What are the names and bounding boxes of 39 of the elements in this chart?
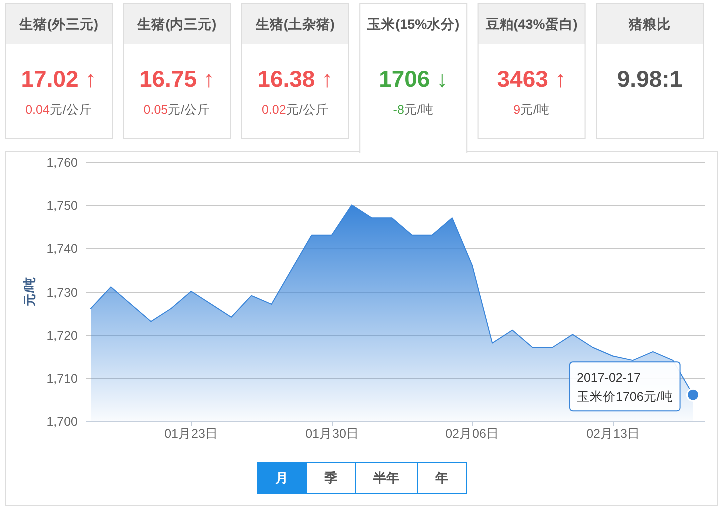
text: 生猪(土杂猪) (254, 17, 335, 32)
y-tick-label: 1,740 (46, 242, 78, 256)
text: 9 (514, 103, 521, 117)
text: 元/吨 (520, 103, 550, 117)
text: 生猪(内三元) (136, 17, 217, 32)
y-tick-label: 1,700 (46, 415, 78, 429)
text: 玉米(15%水分) (366, 17, 460, 32)
y-axis-title: 元/吨 (23, 276, 37, 308)
text: 元/公斤 (286, 103, 329, 117)
text: 0.05 (144, 103, 168, 117)
text: 生猪(外三元) (18, 17, 98, 32)
x-tick-label: 01月23日 (164, 427, 218, 441)
label: 半年 (374, 470, 400, 486)
text: 9.98:1 (617, 66, 683, 92)
y-tick-label: 1,720 (46, 329, 78, 343)
label: 年 (436, 470, 448, 486)
x-tick-label: 02月13日 (586, 427, 640, 441)
text: -8 (393, 103, 404, 117)
y-tick-label: 1,730 (46, 286, 78, 300)
text: 16.75 ↑ (139, 66, 215, 92)
text: 17.02 ↑ (21, 66, 97, 92)
label: 月 (276, 470, 288, 486)
y-tick-label: 1,750 (46, 199, 78, 213)
text: 豆粕(43%蛋白) (484, 17, 578, 32)
text: 0.02 (262, 103, 286, 117)
text: 元/吨 (404, 103, 434, 117)
x-tick-label: 01月30日 (306, 427, 360, 441)
x-tick-label: 02月06日 (446, 427, 500, 441)
text: 1706 ↓ (379, 66, 448, 92)
annotation: 2017-02-17 玉米价1706元/吨 (577, 371, 674, 404)
label: 季 (324, 470, 338, 486)
text: 元/公斤 (168, 103, 211, 117)
y-tick-label: 1,710 (46, 372, 78, 386)
text: 16.38 ↑ (258, 66, 334, 92)
text: 元/公斤 (50, 103, 92, 117)
y-tick-label: 1,760 (46, 156, 78, 170)
text: 3463 ↑ (497, 66, 566, 92)
text: 猪粮比 (628, 17, 671, 32)
text: 0.04 (26, 103, 50, 117)
